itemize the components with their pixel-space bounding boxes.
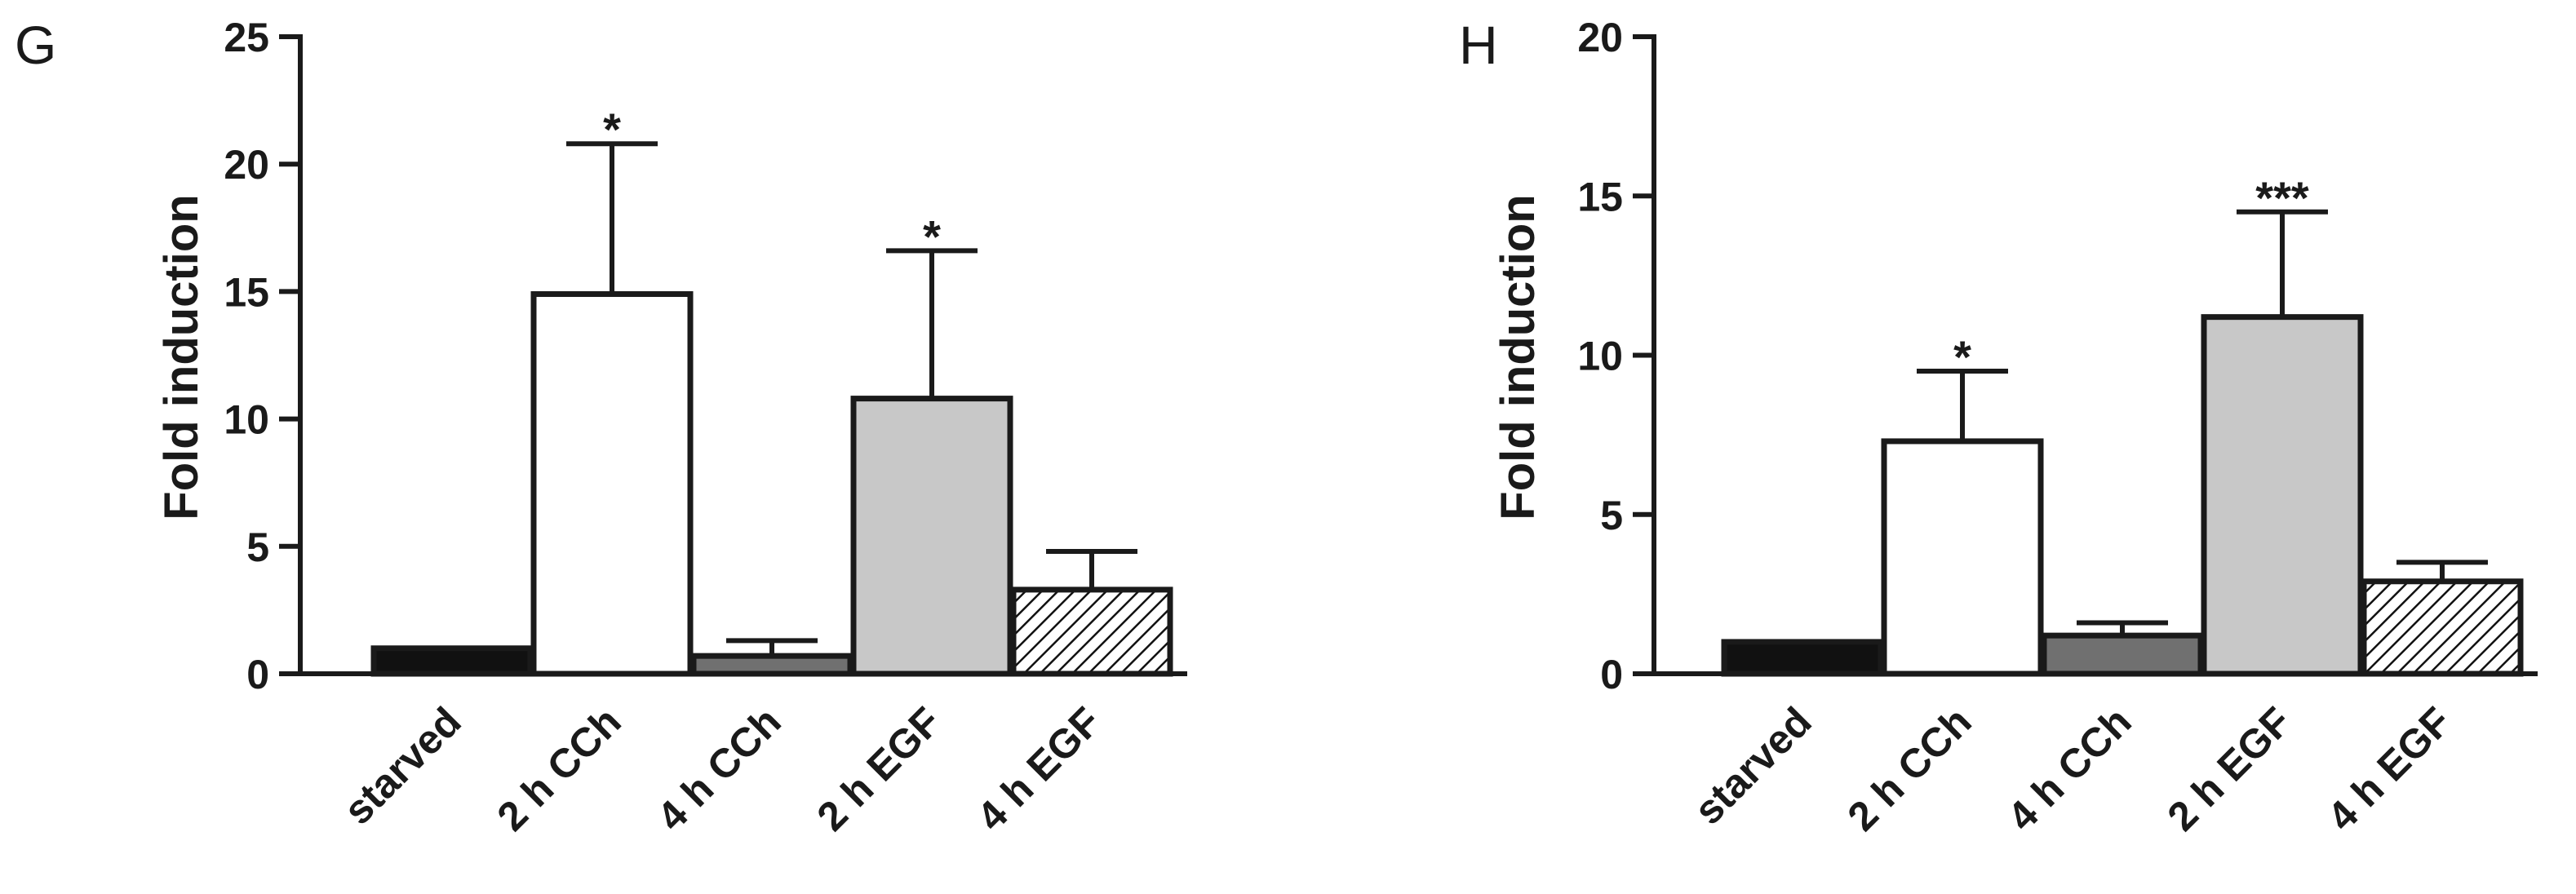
panel-letter: G <box>15 15 56 75</box>
bar <box>2361 578 2524 677</box>
y-ticks: 0 5 10 15 20 <box>1577 15 1654 697</box>
bar <box>530 291 694 677</box>
bar <box>1881 438 2044 677</box>
category-label: starved <box>1685 698 1820 833</box>
bar <box>1010 586 1173 677</box>
significance-label: * <box>603 104 621 155</box>
significance-label: *** <box>2255 172 2309 224</box>
category-labels: starved 2 h CCh 4 h CCh 2 h EGF 4 h EGF <box>335 698 1109 839</box>
y-tick-label: 5 <box>1600 493 1623 538</box>
bar <box>1721 639 1884 677</box>
y-tick-label: 10 <box>224 397 269 443</box>
y-tick-label: 0 <box>246 652 269 697</box>
category-label: 4 h EGF <box>2319 698 2460 839</box>
y-tick-label: 20 <box>224 142 269 188</box>
y-axis-title: Fold induction <box>1492 194 1545 520</box>
bar <box>690 653 853 677</box>
y-tick-label: 15 <box>224 269 269 315</box>
bar <box>850 396 1013 677</box>
category-label: 2 h CCh <box>1839 698 1980 839</box>
category-label: 2 h CCh <box>489 698 630 839</box>
category-labels: starved 2 h CCh 4 h CCh 2 h EGF 4 h EGF <box>1685 698 2459 839</box>
y-tick-label: 5 <box>246 524 269 570</box>
category-label: 4 h EGF <box>969 698 1110 839</box>
significance-label: * <box>1953 331 1971 383</box>
bars: **** <box>1721 172 2524 677</box>
category-label: 2 h EGF <box>2159 698 2300 839</box>
bars: ** <box>370 104 1173 677</box>
category-label: 2 h EGF <box>809 698 950 839</box>
y-tick-label: 10 <box>1577 334 1623 379</box>
bar <box>2041 632 2204 677</box>
category-label: 4 h CCh <box>1999 698 2140 839</box>
category-label: 4 h CCh <box>649 698 790 839</box>
category-label: starved <box>335 698 469 833</box>
significance-label: * <box>923 210 941 262</box>
y-tick-label: 20 <box>1577 15 1623 60</box>
bar <box>2201 314 2364 677</box>
y-ticks: 0 5 10 15 20 25 <box>224 15 300 697</box>
y-tick-label: 15 <box>1577 174 1623 219</box>
y-tick-label: 25 <box>224 15 269 60</box>
panel-letter: H <box>1459 15 1498 75</box>
y-axis-title: Fold induction <box>155 194 208 520</box>
y-tick-label: 0 <box>1600 652 1623 697</box>
bar <box>370 645 534 677</box>
